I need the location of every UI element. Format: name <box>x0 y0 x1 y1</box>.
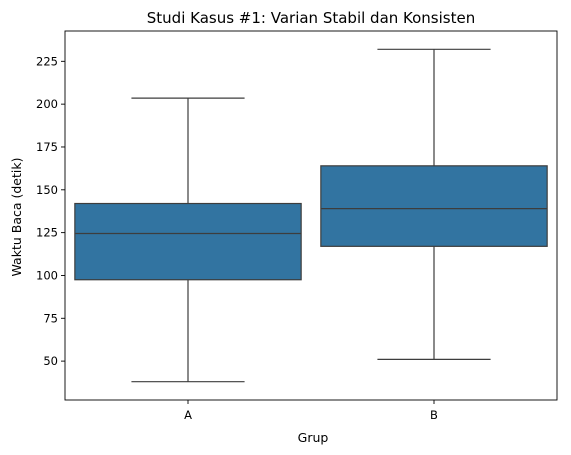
plot-frame <box>64 30 558 401</box>
chart-title: Studi Kasus #1: Varian Stabil dan Konsis… <box>147 9 475 27</box>
x-tick-label: B <box>430 408 438 422</box>
box <box>320 165 548 247</box>
y-axis: 50 75 100 125 150 175 200 225 <box>36 54 65 368</box>
y-tick-label: 175 <box>36 140 58 154</box>
y-tick-label: 50 <box>43 354 58 368</box>
y-tick-label: 75 <box>43 311 58 325</box>
y-tick-label: 100 <box>36 268 58 282</box>
box <box>74 202 302 281</box>
plot-area <box>64 30 558 401</box>
x-tick-label: A <box>184 408 192 422</box>
x-axis-label: Grup <box>298 430 329 445</box>
y-tick-label: 150 <box>36 183 58 197</box>
box-group-b <box>320 48 548 360</box>
box-group-a <box>74 97 302 383</box>
y-tick-label: 225 <box>36 54 58 68</box>
y-tick-label: 125 <box>36 226 58 240</box>
y-tick-label: 200 <box>36 97 58 111</box>
y-axis-label: Waktu Baca (detik) <box>9 158 24 277</box>
